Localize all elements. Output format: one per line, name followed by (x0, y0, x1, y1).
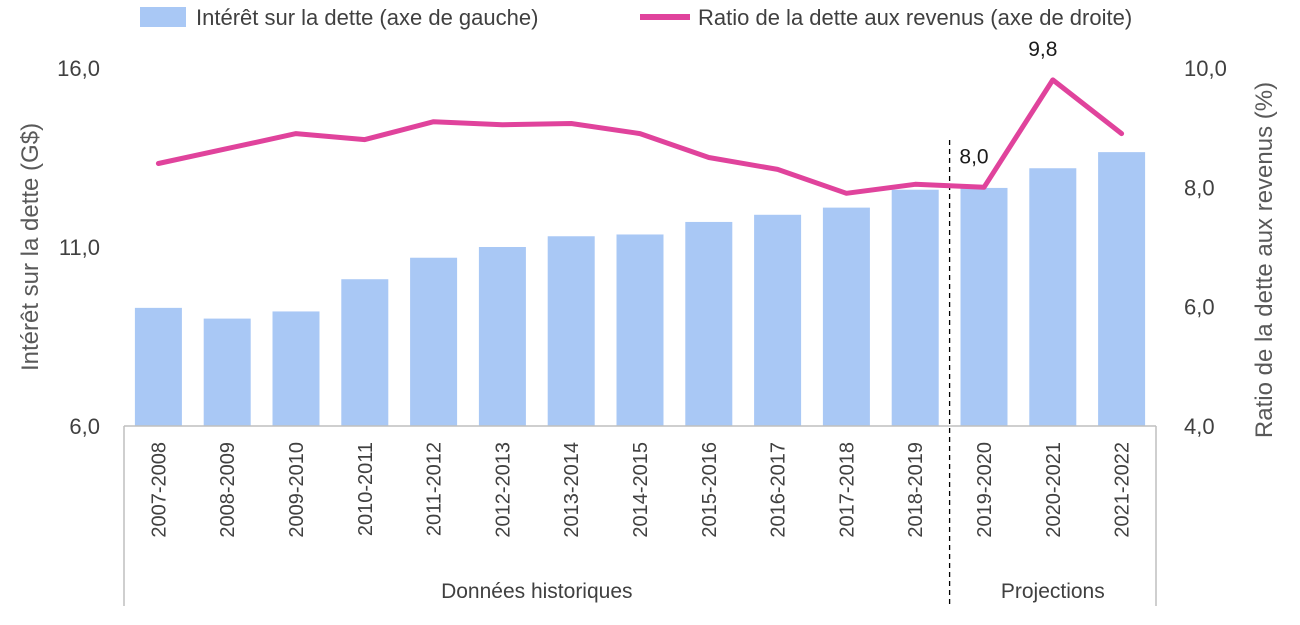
category-label: 2021-2022 (1112, 442, 1134, 538)
bar (410, 257, 458, 426)
category-axis-frame (123, 140, 1157, 606)
y-left-tick-label: 6,0 (69, 414, 100, 439)
legend-label-bar: Intérêt sur la dette (axe de gauche) (196, 5, 538, 30)
category-label: 2018-2019 (905, 442, 927, 538)
category-label: 2020-2021 (1043, 442, 1065, 538)
category-label: 2011-2012 (424, 442, 446, 536)
y-right-tick-label: 4,0 (1184, 414, 1215, 439)
y-left-tick-label: 11,0 (59, 235, 100, 260)
category-group-label: Projections (1001, 580, 1105, 603)
y-right-tick-label: 6,0 (1184, 295, 1215, 320)
category-label: 2008-2009 (217, 442, 239, 538)
category-groups: Données historiques Projections (441, 580, 1105, 603)
bar (1098, 152, 1146, 426)
y-right-tick-label: 8,0 (1184, 175, 1215, 200)
line-series (155, 77, 1125, 196)
bar (203, 318, 251, 426)
y-axis-right-title: Ratio de la dette aux revenus (%) (1251, 82, 1278, 438)
category-labels: 2007-2008 2008-2009 2009-2010 2010-2011 2011… (148, 442, 1133, 538)
y-axis-left-title: Intérêt sur la dette (G$) (17, 123, 44, 371)
bar (685, 221, 733, 426)
bar (822, 207, 870, 426)
y-left-tick-label: 16,0 (57, 56, 100, 81)
category-label: 2016-2017 (768, 442, 790, 538)
line-data-label: 9,8 (1028, 38, 1057, 61)
category-label: 2013-2014 (561, 442, 583, 538)
bar (478, 247, 526, 426)
category-label: 2007-2008 (148, 442, 170, 538)
bar (1029, 168, 1077, 427)
y-right-tick-label: 10,0 (1184, 56, 1227, 81)
category-group-label: Données historiques (441, 580, 632, 603)
legend-swatch-bar (140, 7, 186, 27)
bar (134, 307, 182, 426)
category-label: 2019-2020 (974, 442, 996, 538)
category-label: 2017-2018 (836, 442, 858, 538)
category-label: 2014-2015 (630, 442, 652, 538)
bar (341, 279, 389, 426)
bar (960, 187, 1008, 426)
legend: Intérêt sur la dette (axe de gauche) Rat… (140, 5, 1132, 30)
bar (272, 311, 320, 426)
line-data-label: 8,0 (959, 145, 988, 168)
bar (616, 234, 664, 426)
bar-series (134, 152, 1146, 427)
ratio-line (155, 77, 1125, 196)
data-labels: 8,0 9,8 (959, 38, 1057, 168)
category-label: 2009-2010 (286, 442, 308, 538)
bar (547, 236, 595, 426)
y-axis-right-ticks: 4,0 6,0 8,0 10,0 (1184, 56, 1227, 439)
bar (754, 214, 802, 426)
bar (891, 189, 939, 426)
y-axis-left-ticks: 6,0 11,0 16,0 (57, 56, 100, 439)
category-label: 2010-2011 (355, 442, 377, 536)
category-label: 2012-2013 (492, 442, 514, 538)
category-label: 2015-2016 (699, 442, 721, 538)
legend-label-line: Ratio de la dette aux revenus (axe de dr… (698, 5, 1132, 30)
